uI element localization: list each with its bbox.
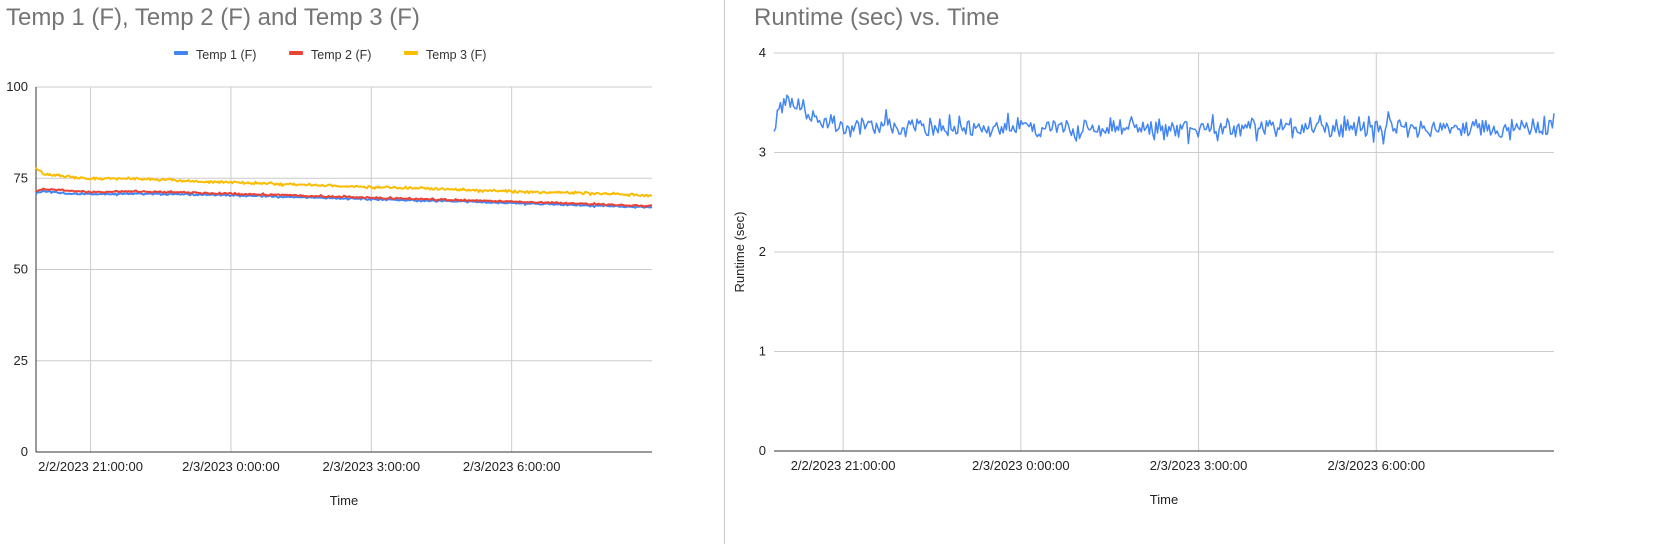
x-tick-label: 2/2/2023 21:00:00 [791, 458, 896, 473]
chart-divider [724, 0, 725, 544]
x-tick-label: 2/3/2023 3:00:00 [322, 459, 420, 474]
legend-swatch [174, 51, 188, 55]
y-axis-title: Runtime (sec) [732, 212, 747, 293]
legend-swatch [289, 51, 303, 55]
series-line-temp-1-f [35, 189, 653, 209]
series-line-runtime-sec [773, 94, 1555, 145]
y-tick-label: 50 [14, 262, 28, 277]
y-tick-label: 0 [759, 443, 766, 458]
temperature-chart-svg: 0 25 50 75 100 2/2/2023 21:00:00 2/3/2023 0:00… [6, 48, 653, 508]
y-tick-label: 75 [14, 170, 28, 185]
legend-label: Temp 2 (F) [311, 48, 371, 62]
x-tick-label: 2/3/2023 0:00:00 [972, 458, 1070, 473]
legend-swatch [404, 51, 418, 55]
y-tick-label: 0 [21, 444, 28, 459]
x-axis-title: Time [1150, 492, 1178, 507]
y-tick-label: 4 [759, 45, 766, 60]
series-line-temp-3-f [35, 166, 653, 198]
y-tick-label: 3 [759, 145, 766, 160]
legend-label: Temp 1 (F) [196, 48, 256, 62]
x-tick-label: 2/2/2023 21:00:00 [38, 459, 143, 474]
x-axis-title: Time [330, 493, 358, 508]
temperature-chart-title: Temp 1 (F), Temp 2 (F) and Temp 3 (F) [6, 4, 420, 31]
runtime-chart-panel: Runtime (sec) vs. Time 0 1 2 3 4 2/2/2023 21:… [726, 0, 1674, 544]
x-tick-label: 2/3/2023 3:00:00 [1150, 458, 1248, 473]
y-tick-label: 2 [759, 244, 766, 259]
runtime-chart-title: Runtime (sec) vs. Time [754, 4, 1000, 31]
runtime-chart-svg: 0 1 2 3 4 2/2/2023 21:00:00 2/3/2023 0:00:00 2/… [732, 45, 1555, 507]
x-tick-label: 2/3/2023 0:00:00 [182, 459, 280, 474]
y-tick-label: 1 [759, 344, 766, 359]
y-tick-label: 25 [14, 353, 28, 368]
y-tick-label: 100 [6, 79, 28, 94]
legend-label: Temp 3 (F) [426, 48, 486, 62]
x-tick-label: 2/3/2023 6:00:00 [1327, 458, 1425, 473]
series-line-temp-2-f [35, 187, 653, 208]
x-tick-label: 2/3/2023 6:00:00 [463, 459, 561, 474]
